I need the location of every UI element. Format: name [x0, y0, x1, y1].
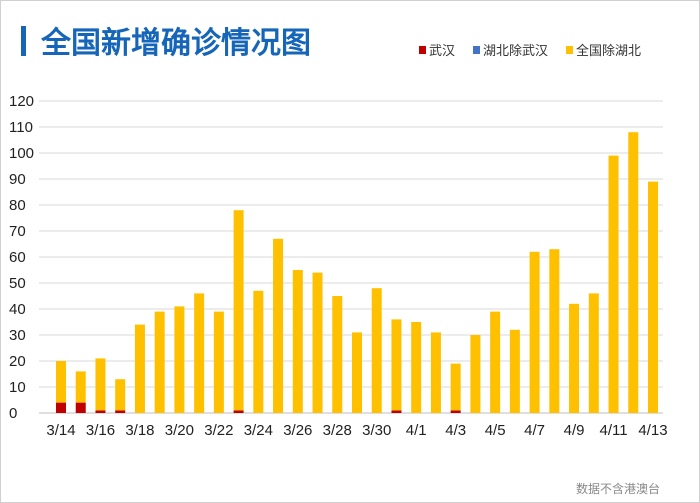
bar-3/29-全国除湖北	[352, 332, 362, 413]
x-tick-label: 3/26	[283, 422, 312, 439]
x-tick-label: 3/20	[165, 422, 194, 439]
bar-4/3-全国除湖北	[450, 363, 461, 411]
bar-4/2-全国除湖北	[430, 332, 441, 413]
x-tick-label: 3/24	[244, 422, 273, 439]
y-tick-label: 100	[9, 145, 34, 162]
y-tick-label: 60	[9, 249, 26, 266]
bar-3/25-全国除湖北	[273, 238, 284, 413]
bar-3/16-武汉	[95, 410, 106, 413]
bar-3/14-全国除湖北	[56, 361, 66, 403]
bar-3/24-全国除湖北	[253, 290, 264, 413]
bar-3/23-武汉	[233, 410, 244, 413]
y-tick-label: 20	[9, 353, 26, 370]
bar-3/21-全国除湖北	[194, 293, 205, 413]
y-tick-label: 70	[9, 223, 26, 240]
bar-4/10-全国除湖北	[588, 293, 599, 413]
x-tick-label: 4/13	[638, 422, 667, 439]
grid: 0 10 20 30 40 50 60 70 80 90 100 110 120	[9, 93, 663, 422]
legend-swatch	[566, 46, 573, 54]
x-tick-label: 3/22	[204, 422, 233, 439]
x-tick-label: 4/1	[406, 422, 427, 439]
bar-4/9-全国除湖北	[569, 303, 580, 413]
bars	[56, 132, 658, 413]
bar-4/13-全国除湖北	[648, 181, 658, 413]
footnote: 数据不含港澳台	[576, 481, 660, 496]
x-tick-label: 4/7	[524, 422, 545, 439]
bar-4/4-全国除湖北	[470, 335, 481, 413]
y-tick-label: 0	[9, 405, 17, 422]
y-tick-label: 80	[9, 197, 26, 214]
legend-label: 全国除湖北	[576, 43, 641, 59]
y-tick-label: 120	[9, 93, 34, 110]
x-tick-label: 4/3	[445, 422, 466, 439]
bar-4/1-全国除湖北	[411, 322, 422, 413]
legend: 武汉 湖北除武汉 全国除湖北	[419, 43, 641, 59]
bar-4/12-全国除湖北	[628, 132, 639, 413]
x-tick-label: 4/9	[564, 422, 585, 439]
y-tick-label: 90	[9, 171, 26, 188]
x-tick-label: 3/14	[46, 422, 75, 439]
bar-3/28-全国除湖北	[332, 296, 343, 413]
chart-title: 全国新增确诊情况图	[40, 26, 311, 61]
legend-swatch	[419, 46, 426, 54]
bar-3/19-全国除湖北	[154, 311, 165, 413]
x-tick-label: 4/11	[599, 422, 627, 439]
bar-3/15-全国除湖北	[75, 371, 86, 403]
bar-3/22-全国除湖北	[213, 311, 224, 413]
legend-label: 武汉	[429, 44, 455, 59]
x-tick-label: 3/28	[323, 422, 352, 439]
y-tick-label: 110	[9, 119, 33, 136]
y-tick-label: 50	[9, 275, 26, 292]
y-tick-label: 30	[9, 327, 26, 344]
x-tick-label: 4/5	[485, 422, 506, 439]
bar-3/31-全国除湖北	[391, 319, 402, 411]
bar-3/15-武汉	[75, 402, 86, 413]
legend-label: 湖北除武汉	[483, 44, 548, 59]
title-accent-bar	[21, 26, 26, 56]
legend-swatch	[473, 46, 480, 54]
bar-4/6-全国除湖北	[509, 329, 520, 413]
y-tick-label: 40	[9, 301, 26, 318]
bar-3/31-武汉	[391, 410, 402, 413]
y-tick-label: 10	[9, 379, 26, 396]
bar-3/30-全国除湖北	[371, 288, 382, 413]
bar-3/23-全国除湖北	[233, 210, 244, 411]
bar-4/11-全国除湖北	[608, 155, 619, 413]
bar-3/17-全国除湖北	[115, 379, 126, 411]
x-tick-label: 3/16	[86, 422, 115, 439]
bar-3/20-全国除湖北	[174, 306, 185, 413]
bar-4/3-武汉	[450, 410, 461, 413]
bar-4/5-全国除湖北	[490, 311, 501, 413]
x-tick-label: 3/30	[362, 422, 391, 439]
x-tick-label: 3/18	[125, 422, 154, 439]
bar-3/17-武汉	[115, 410, 126, 413]
bar-3/27-全国除湖北	[312, 272, 323, 413]
bar-3/14-武汉	[56, 402, 66, 413]
bar-3/18-全国除湖北	[134, 324, 145, 413]
x-axis: 3/14 3/16 3/18 3/20 3/22 3/24 3/26 3/28 3/30 4/1 4…	[46, 422, 667, 439]
bar-4/8-全国除湖北	[549, 249, 560, 413]
bar-3/16-全国除湖北	[95, 358, 106, 411]
bar-4/7-全国除湖北	[529, 251, 540, 413]
bar-3/26-全国除湖北	[292, 270, 303, 413]
